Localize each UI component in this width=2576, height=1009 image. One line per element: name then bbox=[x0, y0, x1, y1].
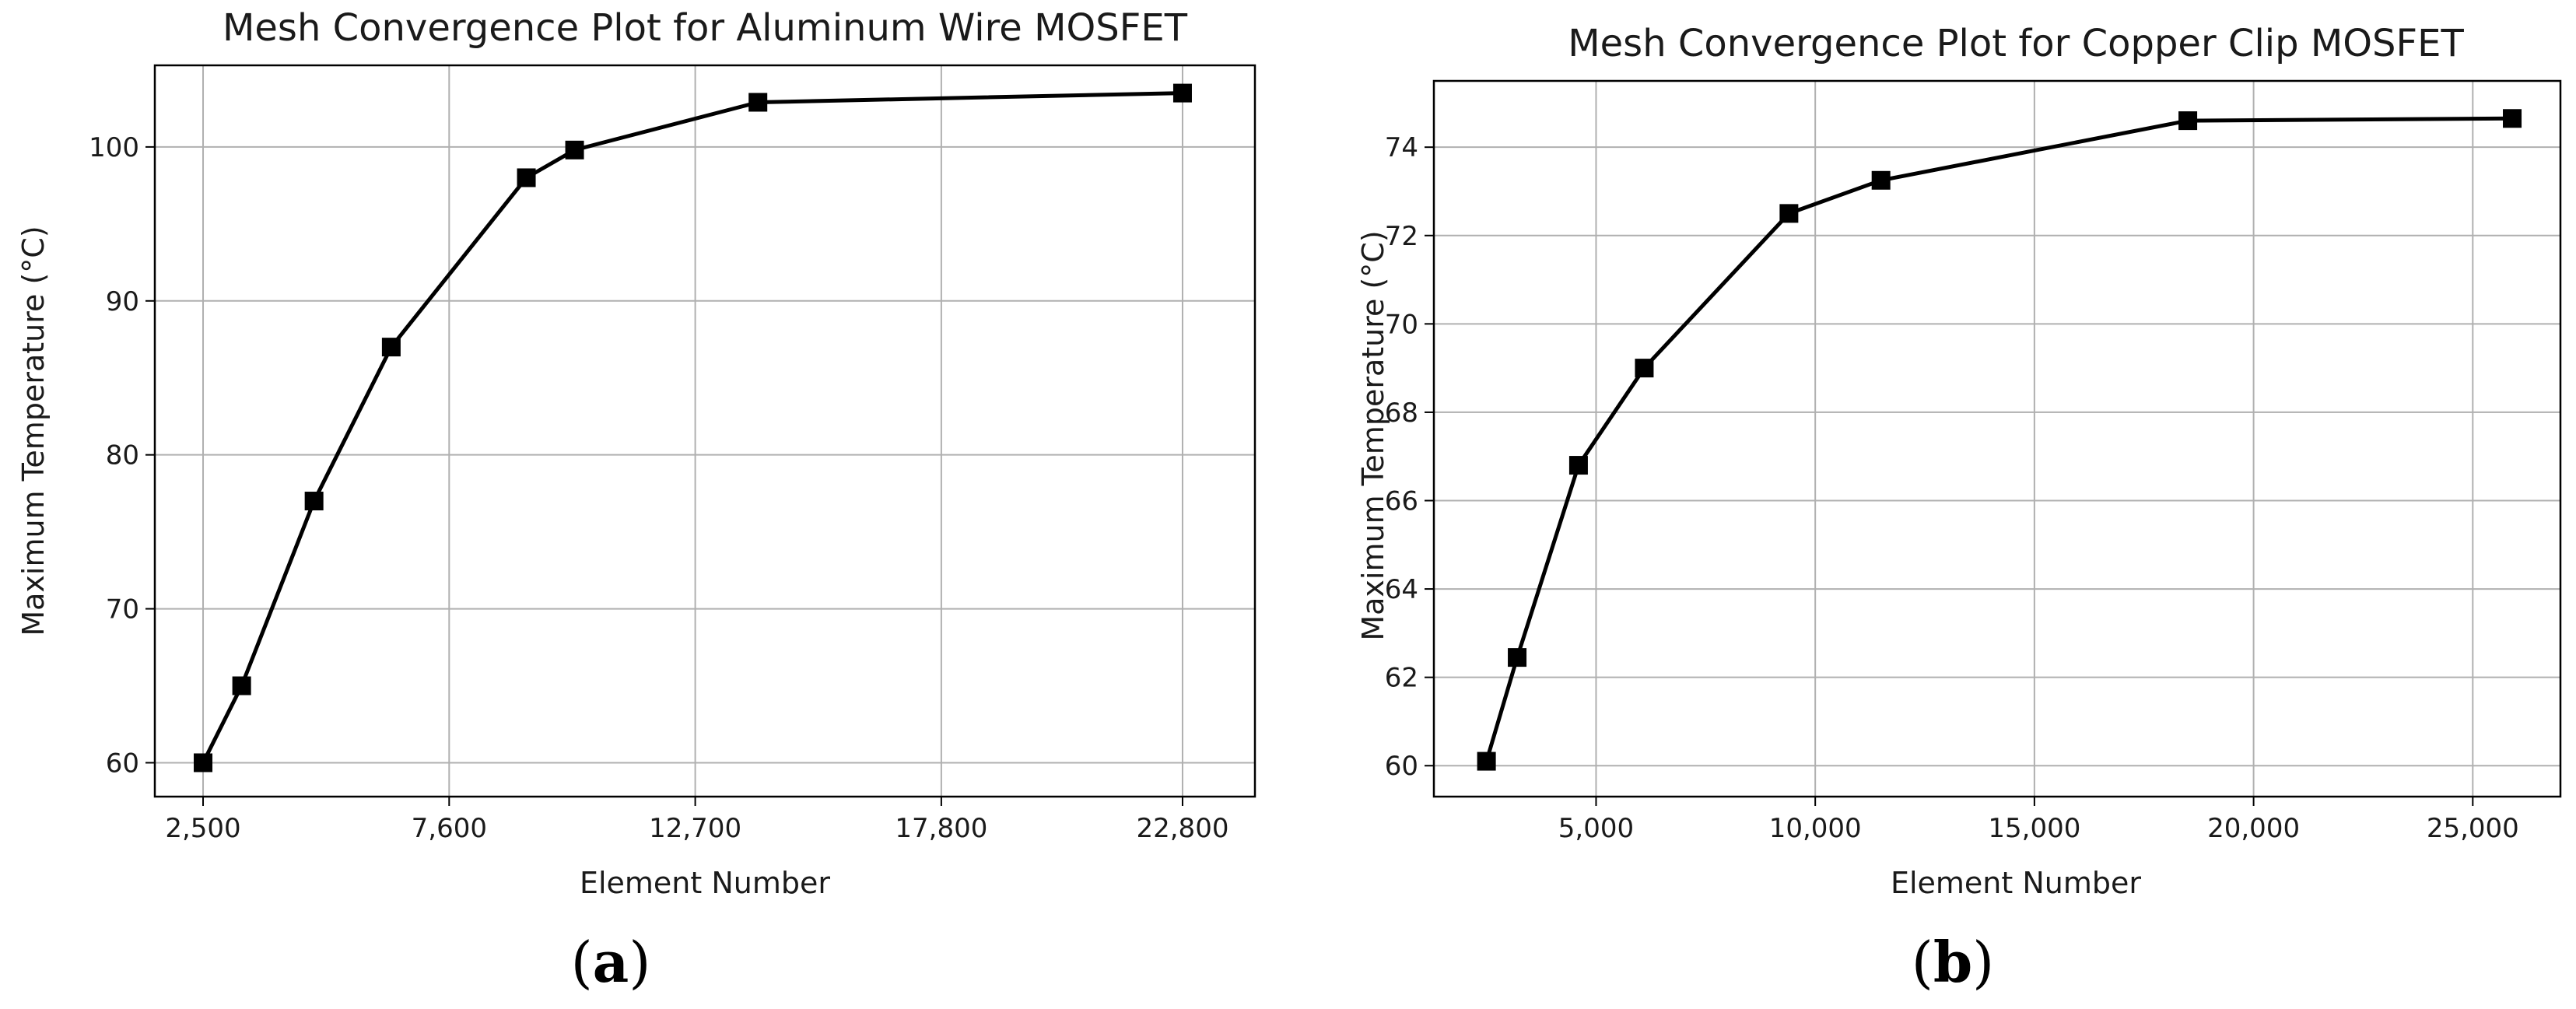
data-point-marker bbox=[1779, 204, 1799, 223]
plot-frame bbox=[1432, 79, 2562, 798]
data-point-marker bbox=[517, 168, 536, 187]
y-axis-label: Maximum Temperature (°C) bbox=[16, 226, 51, 636]
y-tick-label: 64 bbox=[1385, 574, 1418, 605]
plot-frame bbox=[153, 64, 1256, 798]
chart-aluminum-wire: Mesh Convergence Plot for Aluminum Wire … bbox=[16, 6, 1256, 900]
y-tick-label: 70 bbox=[106, 594, 139, 625]
data-point-marker bbox=[2503, 109, 2522, 128]
x-axis-label: Element Number bbox=[580, 866, 830, 900]
x-tick-label: 5,000 bbox=[1558, 813, 1634, 844]
y-tick-label: 74 bbox=[1385, 132, 1418, 163]
y-axis-label: Maximum Temperature (°C) bbox=[1356, 230, 1390, 640]
y-tick-label: 62 bbox=[1385, 663, 1418, 694]
y-tick-label: 80 bbox=[106, 440, 139, 471]
data-point-marker bbox=[381, 338, 401, 357]
x-tick-label: 10,000 bbox=[1769, 813, 1862, 844]
y-tick-label: 90 bbox=[106, 286, 139, 317]
series-line bbox=[201, 91, 1183, 764]
data-point-marker bbox=[1568, 456, 1588, 475]
ticks: 5,000 10,000 15,000 20,000 25,000 60 62 64 66 68 7… bbox=[1385, 132, 2519, 844]
chart-copper-clip: Mesh Convergence Plot for Copper Clip MO… bbox=[1356, 22, 2562, 900]
x-tick-label: 20,000 bbox=[2207, 813, 2300, 844]
data-point-marker bbox=[1477, 751, 1496, 771]
data-point-marker bbox=[748, 93, 768, 112]
y-tick-label: 60 bbox=[1385, 751, 1418, 782]
x-tick-label: 22,800 bbox=[1136, 813, 1228, 844]
ticks: 2,500 7,600 12,700 17,800 22,800 60 70 80 90 100 bbox=[89, 132, 1228, 844]
series bbox=[1477, 109, 2522, 771]
data-point-marker bbox=[1172, 83, 1192, 103]
x-tick-label: 12,700 bbox=[649, 813, 741, 844]
data-point-marker bbox=[565, 140, 584, 159]
y-tick-label: 68 bbox=[1385, 398, 1418, 429]
data-point-marker bbox=[304, 492, 324, 511]
data-point-marker bbox=[2178, 111, 2198, 131]
data-point-marker bbox=[1871, 170, 1891, 190]
x-tick-label: 25,000 bbox=[2427, 813, 2519, 844]
chart-title: Mesh Convergence Plot for Copper Clip MO… bbox=[1568, 22, 2464, 65]
x-tick-label: 15,000 bbox=[1988, 813, 2080, 844]
y-tick-label: 70 bbox=[1385, 309, 1418, 340]
y-tick-label: 60 bbox=[106, 748, 139, 779]
x-tick-label: 2,500 bbox=[165, 813, 240, 844]
data-point-marker bbox=[1508, 648, 1527, 667]
x-axis-label: Element Number bbox=[1891, 866, 2141, 900]
series bbox=[194, 83, 1192, 773]
y-tick-label: 66 bbox=[1385, 486, 1418, 517]
grid bbox=[155, 65, 1255, 797]
grid bbox=[1434, 81, 2560, 797]
x-tick-label: 17,800 bbox=[895, 813, 987, 844]
chart-title: Mesh Convergence Plot for Aluminum Wire … bbox=[223, 6, 1188, 50]
series-line bbox=[1484, 116, 2513, 762]
panel-label-a: (a) bbox=[571, 929, 651, 995]
panel-label-b: (b) bbox=[1912, 929, 1995, 995]
data-point-marker bbox=[194, 753, 213, 773]
y-tick-label: 100 bbox=[89, 132, 139, 163]
data-point-marker bbox=[232, 676, 251, 695]
data-point-marker bbox=[1635, 359, 1654, 378]
y-tick-label: 72 bbox=[1385, 221, 1418, 252]
x-tick-label: 7,600 bbox=[412, 813, 487, 844]
